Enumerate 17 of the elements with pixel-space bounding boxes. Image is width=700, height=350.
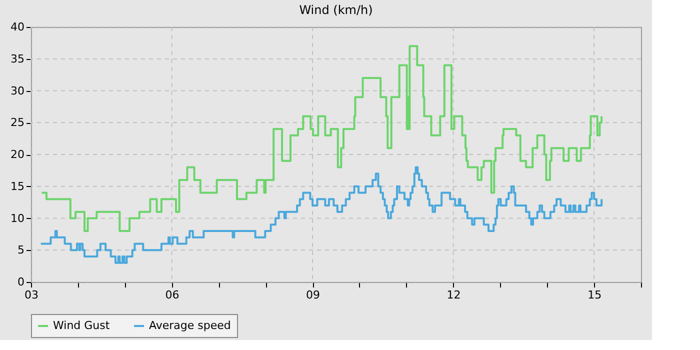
x-tick-label: 09 bbox=[306, 288, 320, 302]
legend-label: Average speed bbox=[149, 319, 231, 332]
chart-title: Wind (km/h) bbox=[299, 3, 373, 17]
y-tick-label: 40 bbox=[10, 20, 24, 34]
y-tick-label: 10 bbox=[10, 212, 24, 225]
y-tick-label: 35 bbox=[10, 52, 24, 66]
y-tick-label: 30 bbox=[10, 84, 24, 98]
x-tick-label: 12 bbox=[446, 288, 461, 302]
legend-label: Wind Gust bbox=[53, 319, 110, 332]
x-tick-label: 06 bbox=[165, 288, 180, 302]
y-tick-label: 25 bbox=[10, 116, 24, 130]
y-tick-label: 20 bbox=[10, 148, 24, 161]
x-tick-label: 03 bbox=[24, 288, 38, 302]
y-tick-label: 0 bbox=[18, 276, 24, 288]
x-tick-label: 15 bbox=[588, 288, 602, 302]
y-tick-label: 5 bbox=[18, 244, 24, 257]
y-tick-label: 15 bbox=[10, 180, 24, 193]
